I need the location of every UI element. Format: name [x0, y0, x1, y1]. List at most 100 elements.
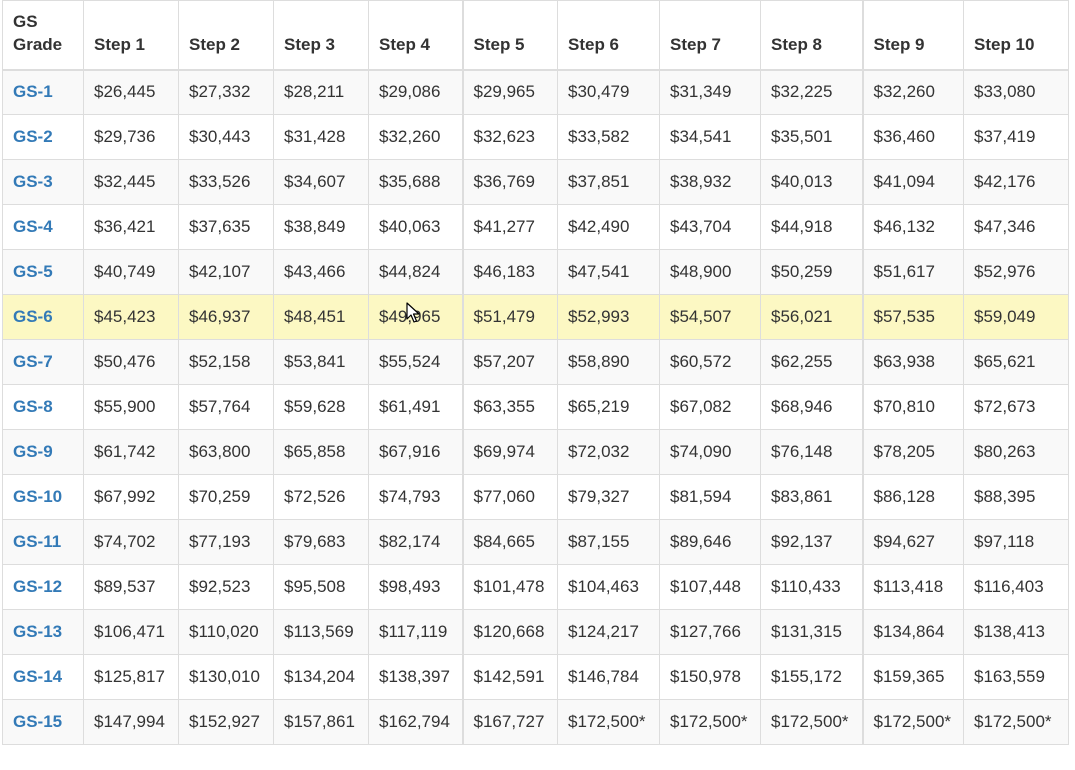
salary-cell-step-5: $32,623	[461, 114, 558, 160]
salary-cell-step-2: $52,158	[178, 339, 274, 385]
salary-cell-step-5: $142,591	[461, 654, 558, 700]
salary-cell-step-10: $72,673	[963, 384, 1069, 430]
salary-cell-step-7: $74,090	[659, 429, 761, 475]
salary-cell-step-2: $63,800	[178, 429, 274, 475]
salary-cell-step-1: $67,992	[83, 474, 179, 520]
salary-cell-step-9: $41,094	[861, 159, 964, 205]
salary-cell-step-10: $59,049	[963, 294, 1069, 340]
salary-cell-step-7: $67,082	[659, 384, 761, 430]
salary-cell-step-6: $42,490	[557, 204, 660, 250]
salary-cell-step-9: $172,500*	[861, 699, 964, 745]
table-row: GS-3 $32,445 $33,526 $34,607 $35,688 $36,769 $…	[2, 159, 1069, 205]
gs-pay-table: GS Grade Step 1 Step 2 Step 3 Step 4 Step…	[2, 0, 1069, 745]
salary-cell-step-4: $44,824	[368, 249, 463, 295]
salary-cell-step-10: $163,559	[963, 654, 1069, 700]
grade-link[interactable]: GS-11	[2, 519, 84, 565]
salary-cell-step-8: $68,946	[760, 384, 863, 430]
grade-link[interactable]: GS-5	[2, 249, 84, 295]
salary-cell-step-6: $52,993	[557, 294, 660, 340]
table-row: GS-8 $55,900 $57,764 $59,628 $61,491 $63,355 $…	[2, 384, 1069, 430]
table-row: GS-10 $67,992 $70,259 $72,526 $74,793 $77,060…	[2, 474, 1069, 520]
salary-cell-step-9: $159,365	[861, 654, 964, 700]
salary-cell-step-5: $77,060	[461, 474, 558, 520]
salary-cell-step-10: $172,500*	[963, 699, 1069, 745]
grade-link[interactable]: GS-13	[2, 609, 84, 655]
grade-link[interactable]: GS-7	[2, 339, 84, 385]
header-step-5: Step 5	[461, 0, 558, 71]
salary-cell-step-1: $32,445	[83, 159, 179, 205]
salary-cell-step-7: $48,900	[659, 249, 761, 295]
grade-link[interactable]: GS-15	[2, 699, 84, 745]
grade-link[interactable]: GS-10	[2, 474, 84, 520]
salary-cell-step-9: $134,864	[861, 609, 964, 655]
header-gs-grade-line2: Grade	[13, 34, 63, 54]
header-step-2: Step 2	[178, 0, 274, 71]
salary-cell-step-1: $55,900	[83, 384, 179, 430]
salary-cell-step-1: $36,421	[83, 204, 179, 250]
grade-link[interactable]: GS-1	[2, 69, 84, 115]
grade-link[interactable]: GS-2	[2, 114, 84, 160]
salary-cell-step-8: $44,918	[760, 204, 863, 250]
salary-cell-step-2: $57,764	[178, 384, 274, 430]
salary-cell-step-4: $55,524	[368, 339, 463, 385]
salary-cell-step-8: $32,225	[760, 69, 863, 115]
salary-cell-step-10: $88,395	[963, 474, 1069, 520]
table-row: GS-12 $89,537 $92,523 $95,508 $98,493 $101,47…	[2, 564, 1069, 610]
salary-cell-step-2: $70,259	[178, 474, 274, 520]
salary-cell-step-6: $104,463	[557, 564, 660, 610]
salary-cell-step-1: $26,445	[83, 69, 179, 115]
salary-cell-step-8: $155,172	[760, 654, 863, 700]
salary-cell-step-9: $86,128	[861, 474, 964, 520]
salary-cell-step-3: $34,607	[273, 159, 369, 205]
grade-link[interactable]: GS-6	[2, 294, 84, 340]
salary-cell-step-4: $67,916	[368, 429, 463, 475]
salary-cell-step-1: $40,749	[83, 249, 179, 295]
table-row: GS-6 $45,423 $46,937 $48,451 $49,965 $51,479 $…	[2, 294, 1069, 340]
salary-cell-step-10: $80,263	[963, 429, 1069, 475]
salary-cell-step-1: $147,994	[83, 699, 179, 745]
salary-cell-step-7: $172,500*	[659, 699, 761, 745]
salary-cell-step-3: $95,508	[273, 564, 369, 610]
salary-cell-step-10: $37,419	[963, 114, 1069, 160]
grade-link[interactable]: GS-14	[2, 654, 84, 700]
grade-link[interactable]: GS-12	[2, 564, 84, 610]
grade-link[interactable]: GS-3	[2, 159, 84, 205]
salary-cell-step-5: $167,727	[461, 699, 558, 745]
salary-cell-step-2: $92,523	[178, 564, 274, 610]
salary-cell-step-2: $33,526	[178, 159, 274, 205]
salary-cell-step-5: $63,355	[461, 384, 558, 430]
salary-cell-step-10: $33,080	[963, 69, 1069, 115]
salary-cell-step-1: $89,537	[83, 564, 179, 610]
salary-cell-step-8: $62,255	[760, 339, 863, 385]
salary-cell-step-7: $34,541	[659, 114, 761, 160]
salary-cell-step-5: $36,769	[461, 159, 558, 205]
salary-cell-step-3: $59,628	[273, 384, 369, 430]
salary-cell-step-6: $58,890	[557, 339, 660, 385]
grade-link[interactable]: GS-9	[2, 429, 84, 475]
header-step-7: Step 7	[659, 0, 761, 71]
salary-cell-step-7: $60,572	[659, 339, 761, 385]
salary-cell-step-9: $51,617	[861, 249, 964, 295]
salary-cell-step-1: $50,476	[83, 339, 179, 385]
salary-cell-step-7: $54,507	[659, 294, 761, 340]
salary-cell-step-5: $41,277	[461, 204, 558, 250]
salary-cell-step-6: $65,219	[557, 384, 660, 430]
salary-cell-step-3: $157,861	[273, 699, 369, 745]
salary-cell-step-6: $172,500*	[557, 699, 660, 745]
table-row: GS-5 $40,749 $42,107 $43,466 $44,824 $46,183 $…	[2, 249, 1069, 295]
salary-cell-step-5: $120,668	[461, 609, 558, 655]
salary-cell-step-1: $74,702	[83, 519, 179, 565]
salary-cell-step-8: $76,148	[760, 429, 863, 475]
table-row: GS-1 $26,445 $27,332 $28,211 $29,086 $29,965 $…	[2, 69, 1069, 115]
salary-cell-step-2: $42,107	[178, 249, 274, 295]
salary-cell-step-3: $113,569	[273, 609, 369, 655]
salary-cell-step-10: $138,413	[963, 609, 1069, 655]
grade-link[interactable]: GS-4	[2, 204, 84, 250]
salary-cell-step-7: $127,766	[659, 609, 761, 655]
salary-cell-step-8: $110,433	[760, 564, 863, 610]
grade-link[interactable]: GS-8	[2, 384, 84, 430]
salary-cell-step-5: $84,665	[461, 519, 558, 565]
salary-cell-step-4: $35,688	[368, 159, 463, 205]
salary-cell-step-5: $46,183	[461, 249, 558, 295]
salary-cell-step-7: $43,704	[659, 204, 761, 250]
